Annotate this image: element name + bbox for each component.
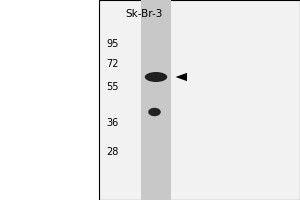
- Bar: [0, 0, 99, 200]
- Ellipse shape: [145, 72, 167, 82]
- Text: 72: 72: [106, 59, 118, 69]
- Ellipse shape: [148, 108, 161, 116]
- Text: 55: 55: [106, 82, 118, 92]
- Text: Sk-Br-3: Sk-Br-3: [125, 9, 163, 19]
- Text: 95: 95: [106, 39, 118, 49]
- Bar: [99, 0, 300, 200]
- Text: 36: 36: [106, 118, 118, 128]
- Polygon shape: [176, 73, 187, 81]
- Text: 28: 28: [106, 147, 118, 157]
- Bar: [141, 0, 171, 200]
